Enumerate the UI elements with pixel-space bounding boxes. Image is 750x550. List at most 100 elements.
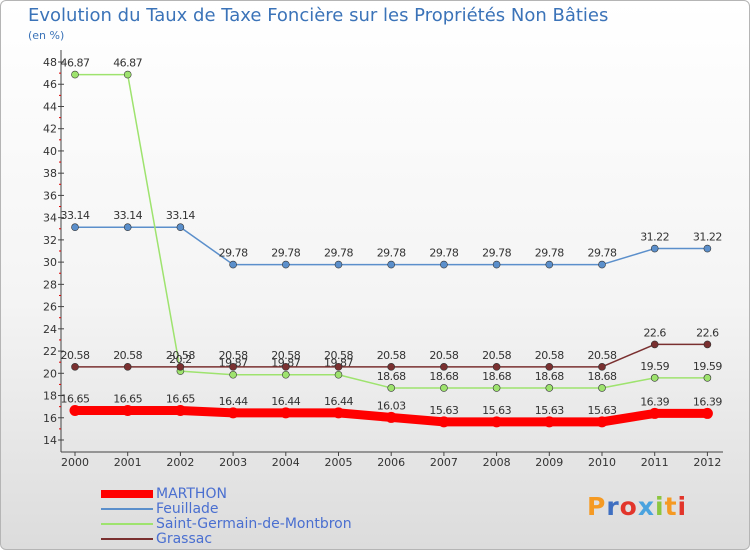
data-point <box>492 260 501 269</box>
data-label: 29.78 <box>324 247 353 260</box>
data-point <box>333 407 344 419</box>
data-point <box>227 407 239 419</box>
data-label: 18.68 <box>535 370 564 383</box>
data-label: 20.58 <box>482 349 511 362</box>
data-label: 33.14 <box>61 209 90 222</box>
data-label: 16.39 <box>640 395 669 408</box>
x-tick-label: 2010 <box>588 456 616 469</box>
data-point <box>650 244 659 253</box>
data-point <box>545 363 554 371</box>
x-tick-label: 2007 <box>430 456 458 469</box>
data-point <box>440 384 448 392</box>
data-label: 20.58 <box>61 349 90 362</box>
data-label: 16.44 <box>219 395 248 408</box>
data-label: 16.65 <box>166 393 195 406</box>
data-point <box>281 363 290 371</box>
data-label: 19.59 <box>693 360 722 373</box>
x-tick-label: 2002 <box>166 456 194 469</box>
x-tick-label: 2012 <box>693 456 721 469</box>
data-point <box>334 260 343 269</box>
legend-label: Grassac <box>156 531 213 547</box>
data-point <box>69 405 81 417</box>
legend-swatch <box>101 490 153 498</box>
data-point <box>598 260 606 269</box>
data-label: 16.44 <box>324 395 353 408</box>
data-point <box>440 363 448 371</box>
data-label: 16.65 <box>61 393 90 406</box>
data-point <box>174 405 186 417</box>
data-point <box>703 374 712 382</box>
data-point <box>650 340 659 349</box>
data-label: 15.63 <box>429 404 458 417</box>
data-label: 29.78 <box>219 247 248 260</box>
legend-label: MARTHON <box>156 486 227 502</box>
unit-label: (en %) <box>28 29 65 42</box>
y-tick-label: 44 <box>43 100 57 113</box>
y-tick-label: 40 <box>43 145 57 158</box>
y-tick-label: 34 <box>43 212 57 225</box>
legend-label: Saint-Germain-de-Montbron <box>156 516 352 532</box>
data-label: 29.78 <box>429 247 458 260</box>
logo-letter: t <box>664 492 678 521</box>
x-tick-label: 2001 <box>114 456 142 469</box>
data-point <box>596 416 608 428</box>
data-point <box>123 363 132 371</box>
logo-letter: o <box>619 492 638 521</box>
y-tick-label: 32 <box>43 234 57 247</box>
data-label: 29.78 <box>377 247 406 260</box>
data-point <box>334 363 343 371</box>
data-label: 15.63 <box>482 404 511 417</box>
y-tick-label: 36 <box>43 189 57 202</box>
data-point <box>649 407 661 419</box>
data-label: 22.6 <box>643 326 666 339</box>
y-tick-label: 42 <box>43 123 57 136</box>
data-label: 20.58 <box>324 349 353 362</box>
data-point <box>176 363 185 371</box>
logo-letter: r <box>606 492 620 521</box>
data-label: 20.58 <box>219 349 248 362</box>
data-label: 22.6 <box>696 326 719 339</box>
data-label: 19.59 <box>640 360 669 373</box>
y-tick-label: 46 <box>43 78 57 91</box>
data-point <box>650 374 659 382</box>
x-tick-label: 2005 <box>325 456 353 469</box>
data-point <box>387 384 396 392</box>
data-point <box>280 407 292 419</box>
data-label: 15.63 <box>535 404 564 417</box>
x-tick-label: 2008 <box>483 456 511 469</box>
data-label: 29.78 <box>535 247 564 260</box>
data-label: 20.58 <box>271 349 300 362</box>
data-point <box>491 416 503 428</box>
y-tick-label: 30 <box>43 256 57 269</box>
data-point <box>387 363 396 371</box>
x-tick-label: 2009 <box>535 456 563 469</box>
data-point <box>703 340 712 349</box>
data-label: 29.78 <box>588 247 617 260</box>
data-label: 15.63 <box>588 404 617 417</box>
legend-swatch <box>101 538 153 540</box>
logo-letter: i <box>655 492 665 521</box>
data-point <box>440 260 448 269</box>
data-label: 20.58 <box>113 349 142 362</box>
data-label: 29.78 <box>482 247 511 260</box>
data-label: 18.68 <box>429 370 458 383</box>
chart-title: Evolution du Taux de Taxe Foncière sur l… <box>28 5 609 26</box>
legend-swatch <box>101 508 153 510</box>
data-label: 20.58 <box>377 349 406 362</box>
data-point <box>543 416 555 428</box>
data-label: 16.65 <box>113 393 142 406</box>
data-point <box>229 363 237 371</box>
data-point <box>123 70 132 79</box>
logo-letter: i <box>677 492 688 521</box>
data-point <box>334 370 343 379</box>
data-point <box>229 370 237 379</box>
data-point <box>229 260 237 269</box>
data-label: 31.22 <box>640 231 669 244</box>
y-tick-label: 18 <box>43 390 57 403</box>
proxiti-logo: Proxiti <box>587 492 687 521</box>
data-point <box>281 370 290 379</box>
data-point <box>385 411 397 423</box>
data-point <box>545 260 554 269</box>
